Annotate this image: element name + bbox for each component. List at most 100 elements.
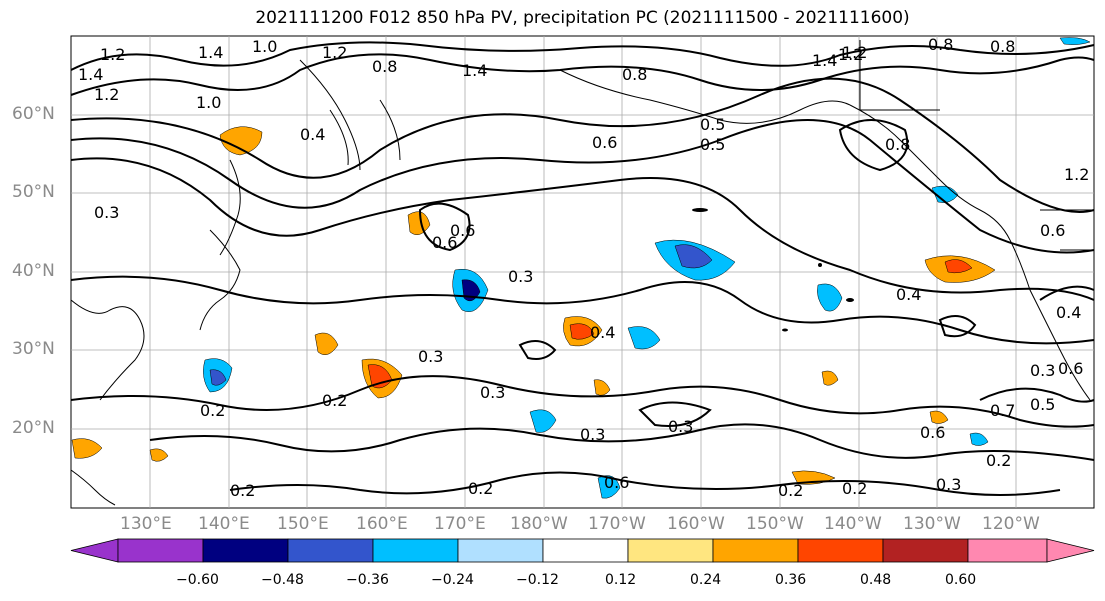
- colorbar-tick-label: 0.60: [945, 572, 977, 588]
- lon-label: 160°W: [667, 514, 725, 534]
- contour-label: 1.2: [100, 45, 125, 64]
- lat-label: 30°N: [12, 339, 55, 359]
- lon-label: 180°W: [510, 514, 568, 534]
- precip-negative-area: [209, 369, 227, 386]
- contour-label: 0.2: [842, 479, 867, 498]
- precip-positive-area: [569, 323, 595, 340]
- precip-positive-area: [944, 259, 973, 274]
- contour-label: 0.5: [1030, 395, 1055, 414]
- contour-label: 0.4: [896, 285, 921, 304]
- precip-positive-area: [593, 379, 611, 396]
- contour-label: 0.8: [990, 37, 1015, 56]
- contour-label: 0.4: [1056, 303, 1081, 322]
- precip-negative-area: [597, 475, 621, 499]
- contour-label: 1.2: [1064, 165, 1089, 184]
- contour-label: 0.3: [1030, 361, 1055, 380]
- contour-label: 1.4: [462, 61, 487, 80]
- colorbar-tick-label: −0.60: [176, 572, 219, 588]
- contour-label: 1.2: [94, 85, 119, 104]
- colorbar-tick-label: −0.48: [261, 572, 304, 588]
- contour-label: 0.6: [450, 221, 475, 240]
- colorbar-tick-label: 0.36: [775, 572, 807, 588]
- contour-label: 0.6: [920, 423, 945, 442]
- contour-labels: 1.4 1.2 1.4 1.0 1.2 0.8 1.4 1.2 0.8 0.6 …: [78, 35, 1089, 500]
- lon-label: 160°E: [356, 514, 408, 534]
- contour-label: 1.4: [78, 65, 103, 84]
- pv-contours: [70, 41, 1095, 496]
- contour-label: 0.4: [300, 125, 325, 144]
- lon-label: 130°W: [903, 514, 961, 534]
- colorbar-tick-label: −0.24: [431, 572, 474, 588]
- lon-label: 150°W: [746, 514, 804, 534]
- contour-label: 0.8: [372, 57, 397, 76]
- contour-label: 0.2: [230, 481, 255, 500]
- lon-label: 170°E: [434, 514, 486, 534]
- contour-label: 1.4: [812, 51, 837, 70]
- contour-label: 0.3: [508, 267, 533, 286]
- lat-label: 20°N: [12, 418, 55, 438]
- contour-label: 0.8: [928, 35, 953, 54]
- contour-label: 0.8: [622, 65, 647, 84]
- contour-label: 0.3: [480, 383, 505, 402]
- contour-label: 1.2: [838, 45, 863, 64]
- contour-label: 1.2: [322, 43, 347, 62]
- precip-shading: [71, 37, 1091, 499]
- contour-label: 0.2: [986, 451, 1011, 470]
- lat-label: 40°N: [12, 261, 55, 281]
- contour-label: 1.0: [196, 93, 221, 112]
- contour-label: 0.6: [592, 133, 617, 152]
- precip-negative-area: [529, 409, 557, 433]
- contour-label: 0.6: [604, 473, 629, 492]
- colorbar-tick-label: −0.12: [516, 572, 559, 588]
- contour-label: 0.2: [322, 391, 347, 410]
- precip-negative-area: [817, 283, 843, 312]
- contour-label: 0.3: [668, 417, 693, 436]
- contour-label: 0.6: [1058, 359, 1083, 378]
- contour-label: 0.5: [700, 135, 725, 154]
- precip-negative-area: [969, 432, 989, 446]
- lon-label: 140°E: [198, 514, 250, 534]
- lon-label: 170°W: [588, 514, 646, 534]
- precip-positive-area: [929, 410, 949, 424]
- contour-label: 0.3: [94, 203, 119, 222]
- coastlines: [70, 40, 1094, 506]
- contour-label: 0.3: [580, 425, 605, 444]
- colorbar-tick-label: 0.48: [860, 572, 892, 588]
- contour-label: 0.3: [418, 347, 443, 366]
- lon-label: 130°E: [120, 514, 172, 534]
- lon-label: 120°W: [982, 514, 1040, 534]
- lon-label: 140°W: [824, 514, 882, 534]
- contour-label: 0.7: [990, 401, 1015, 420]
- precip-positive-area: [149, 448, 169, 462]
- precip-negative-area: [1059, 37, 1091, 45]
- contour-label: 0.3: [936, 475, 961, 494]
- contour-label: 1.4: [198, 43, 223, 62]
- contour-label: 0.4: [590, 323, 615, 342]
- precip-positive-area: [407, 211, 431, 236]
- precip-negative-area: [627, 326, 661, 350]
- lon-label: 150°E: [277, 514, 329, 534]
- colorbar-tick-label: 0.24: [690, 572, 722, 588]
- precip-positive-area: [314, 332, 339, 356]
- precip-negative-area: [674, 244, 713, 269]
- lat-label: 60°N: [12, 104, 55, 124]
- island-marks: [692, 208, 854, 332]
- contour-label: 1.2: [842, 43, 867, 62]
- figure-title: 2021111200 F012 850 hPa PV, precipitatio…: [255, 8, 910, 28]
- contour-label: 0.6: [1040, 221, 1065, 240]
- contour-label: 0.5: [700, 115, 725, 134]
- contour-label: 0.2: [778, 481, 803, 500]
- contour-label: 0.8: [885, 135, 910, 154]
- precip-positive-area: [219, 126, 263, 156]
- contour-label: 0.2: [200, 401, 225, 420]
- precip-positive-area: [71, 438, 103, 459]
- precip-positive-area: [821, 370, 839, 386]
- colorbar-tick-label: 0.12: [605, 572, 637, 588]
- graticule: [71, 36, 1094, 508]
- contour-label: 1.0: [252, 37, 277, 56]
- lat-label: 50°N: [12, 182, 55, 202]
- contour-label: 0.6: [432, 233, 457, 252]
- colorbar-tick-label: −0.36: [346, 572, 389, 588]
- contour-label: 0.2: [468, 479, 493, 498]
